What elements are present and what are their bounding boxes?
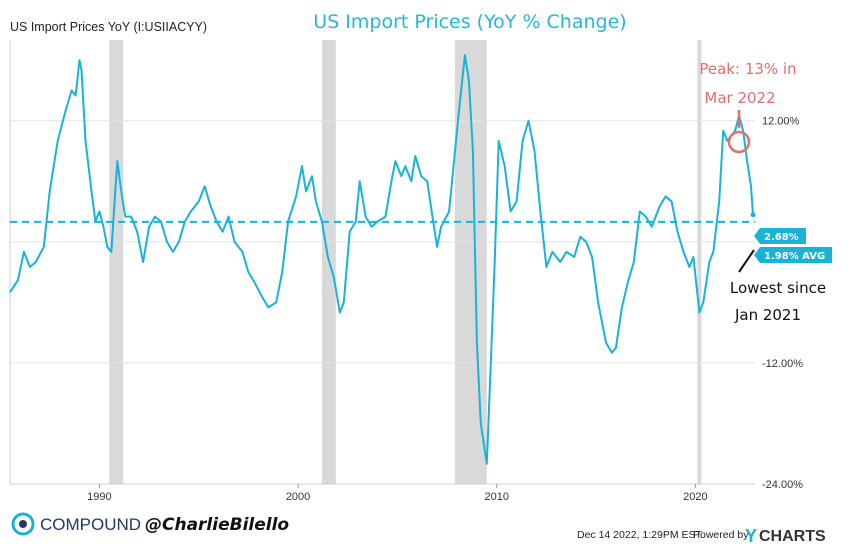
chart-title: US Import Prices (YoY % Change) [313,11,626,33]
series-line-import-prices [9,54,754,465]
last-value-label: 2.68% [764,232,799,243]
y-tick-label-1: -12.00% [762,358,803,370]
low-annotation-line2: Jan 2021 [734,306,801,324]
recession-band-3 [697,40,702,484]
x-tick-label-1: 2000 [286,491,310,503]
brand-name: COMPOUND [40,515,141,534]
author-handle: @CharlieBilello [145,515,289,535]
low-annotation-line1: Lowest since [730,279,826,297]
plot-frame [9,40,755,485]
x-tick-label-3: 2020 [683,491,707,503]
low-pointer-line [738,249,755,273]
series-group [9,54,756,465]
compound-logo-icon [11,512,35,536]
average-badge: 1.98% AVG [754,247,832,263]
peak-annotation-line2: Mar 2022 [704,89,775,107]
y-tick-label-0: 12.00% [762,116,800,128]
series-label: US Import Prices YoY (I:USIIACYY) [10,20,207,34]
x-tick-label-0: 1990 [87,491,111,503]
y-tick-label-2: -24.00% [762,479,803,491]
timestamp: Dec 14 2022, 1:29PM EST. [577,529,704,541]
powered-by-label: Powered by [693,529,749,541]
x-tick-label-2: 2010 [484,491,508,503]
ycharts-logo-y: Y [745,526,757,546]
last-point [750,212,756,218]
last-value-badge: 2.68% [754,228,806,244]
grid-lines [10,120,755,364]
peak-circle [727,130,751,154]
average-label: 1.98% AVG [764,251,825,262]
x-axis-ticks: 1990 2000 2010 2020 [87,484,708,503]
peak-annotation-line1: Peak: 13% in [699,60,796,78]
ycharts-logo-text: CHARTS [759,528,826,545]
recession-band-0 [109,40,124,484]
recession-bands [109,40,702,484]
y-axis-ticks: 12.00% -12.00% -24.00% [762,116,803,491]
